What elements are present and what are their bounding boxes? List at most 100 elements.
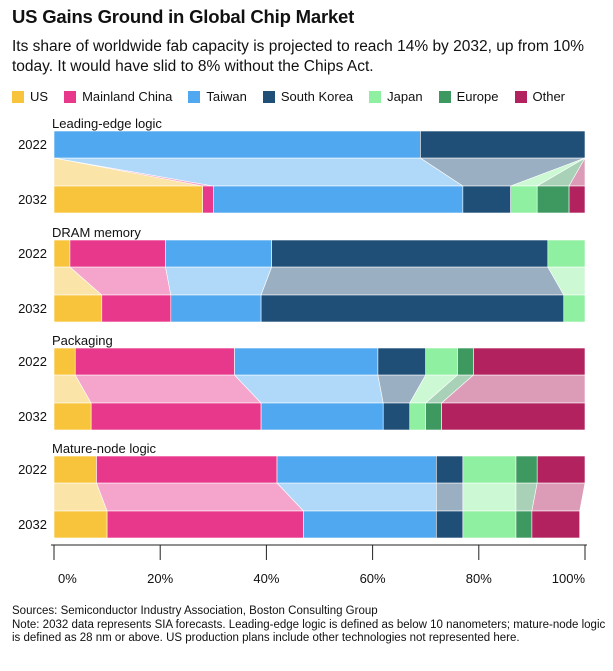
bar-segment <box>53 402 92 431</box>
x-tick-label: 80% <box>466 571 492 586</box>
bar-segment <box>202 185 214 214</box>
bar-segment <box>53 185 203 214</box>
chart-subtitle: Its share of worldwide fab capacity is p… <box>12 38 585 75</box>
bar-segment <box>234 347 379 376</box>
year-label: 2022 <box>18 137 47 152</box>
legend-label: US <box>30 89 49 104</box>
bar-segment <box>96 455 278 484</box>
bar-segment <box>165 239 273 268</box>
bar-segment <box>101 294 172 323</box>
chart-title: US Gains Ground in Global Chip Market <box>12 6 355 27</box>
bar-segment <box>425 402 442 431</box>
legend-item: US <box>12 89 48 104</box>
bar-segment <box>563 294 586 323</box>
bar-segment <box>425 347 458 376</box>
flow-band <box>436 482 464 512</box>
legend-label: Mainland China <box>82 89 173 104</box>
flow-band <box>462 482 517 512</box>
bar-segment <box>170 294 262 323</box>
legend-item: Mainland China <box>64 89 172 104</box>
source-line: Sources: Semiconductor Industry Associat… <box>12 605 378 617</box>
year-label: 2022 <box>18 462 47 477</box>
bar-segment <box>473 347 586 376</box>
panel-label: Mature-node logic <box>52 441 157 456</box>
bar-segment <box>53 510 108 539</box>
bar-segment <box>90 402 262 431</box>
legend-item: Taiwan <box>188 89 247 104</box>
bar-segment <box>462 185 511 214</box>
bar-segment <box>536 185 570 214</box>
legend-label: Europe <box>456 89 499 104</box>
year-label: 2022 <box>18 246 47 261</box>
bar-segment <box>420 130 586 159</box>
bar-segment <box>69 239 166 268</box>
flow-band <box>233 374 384 404</box>
source-note: Sources: Semiconductor Industry Associat… <box>12 605 608 646</box>
bar-segment <box>515 510 533 539</box>
bar-segment <box>106 510 304 539</box>
bar-segment <box>53 130 421 159</box>
legend-label: Other <box>532 89 566 104</box>
bar-segment <box>213 185 464 214</box>
bar-segment <box>436 455 464 484</box>
bar-segment <box>536 455 586 484</box>
x-tick-label: 20% <box>147 571 173 586</box>
bar-segment <box>457 347 474 376</box>
bar-segment <box>53 347 76 376</box>
note-line: Note: 2032 data represents SIA forecasts… <box>12 618 606 645</box>
legend-swatch <box>369 90 382 103</box>
bar-segment <box>260 294 565 323</box>
bar-segment <box>303 510 437 539</box>
legend-item: Europe <box>438 89 499 104</box>
bar-segment <box>409 402 426 431</box>
bar-segment <box>74 347 235 376</box>
bar-segment <box>377 347 427 376</box>
legend: US Mainland China Taiwan South Korea Japan Eu… <box>12 89 581 104</box>
x-tick-label: 100% <box>552 571 586 586</box>
bar-segment <box>382 402 411 431</box>
legend-label: Taiwan <box>206 89 247 104</box>
panel-label: Packaging <box>52 333 113 348</box>
legend-label: South Korea <box>280 89 354 104</box>
bar-segment <box>547 239 586 268</box>
bar-segment <box>515 455 538 484</box>
x-tick-label: 0% <box>58 571 77 586</box>
legend-item: Japan <box>369 89 423 104</box>
panel-label: DRAM memory <box>52 225 141 240</box>
legend-label: Japan <box>387 89 423 104</box>
year-label: 2022 <box>18 354 47 369</box>
x-tick-label: 40% <box>253 571 279 586</box>
flow-band <box>276 482 437 512</box>
bar-segment <box>510 185 538 214</box>
bar-segment <box>462 455 517 484</box>
bar-segment <box>260 402 384 431</box>
legend-swatch <box>188 90 201 103</box>
bar-segment <box>531 510 580 539</box>
legend-swatch <box>438 90 451 103</box>
flow-band <box>74 374 262 404</box>
flow-band <box>165 266 273 296</box>
bar-segment <box>53 294 103 323</box>
legend-item: South Korea <box>262 89 354 104</box>
chart: Leading-edge logic 2022 2032 DRAM memory 202… <box>18 116 587 586</box>
legend-swatch <box>64 90 77 103</box>
bar-segment <box>276 455 437 484</box>
bar-segment <box>441 402 586 431</box>
bar-segment <box>271 239 549 268</box>
flow-band <box>96 482 305 512</box>
year-label: 2032 <box>18 192 47 207</box>
panel-label: Leading-edge logic <box>52 116 162 131</box>
legend-swatch <box>12 90 24 103</box>
bar-segment <box>462 510 517 539</box>
year-label: 2032 <box>18 301 47 316</box>
bar-segment <box>436 510 464 539</box>
legend-swatch <box>514 90 527 103</box>
bar-segment <box>53 455 97 484</box>
year-label: 2032 <box>18 517 47 532</box>
flow-band <box>531 482 586 512</box>
legend-item: Other <box>514 89 566 104</box>
year-label: 2032 <box>18 409 47 424</box>
flow-band <box>260 266 565 296</box>
legend-swatch <box>262 90 275 103</box>
bar-segment <box>568 185 586 214</box>
